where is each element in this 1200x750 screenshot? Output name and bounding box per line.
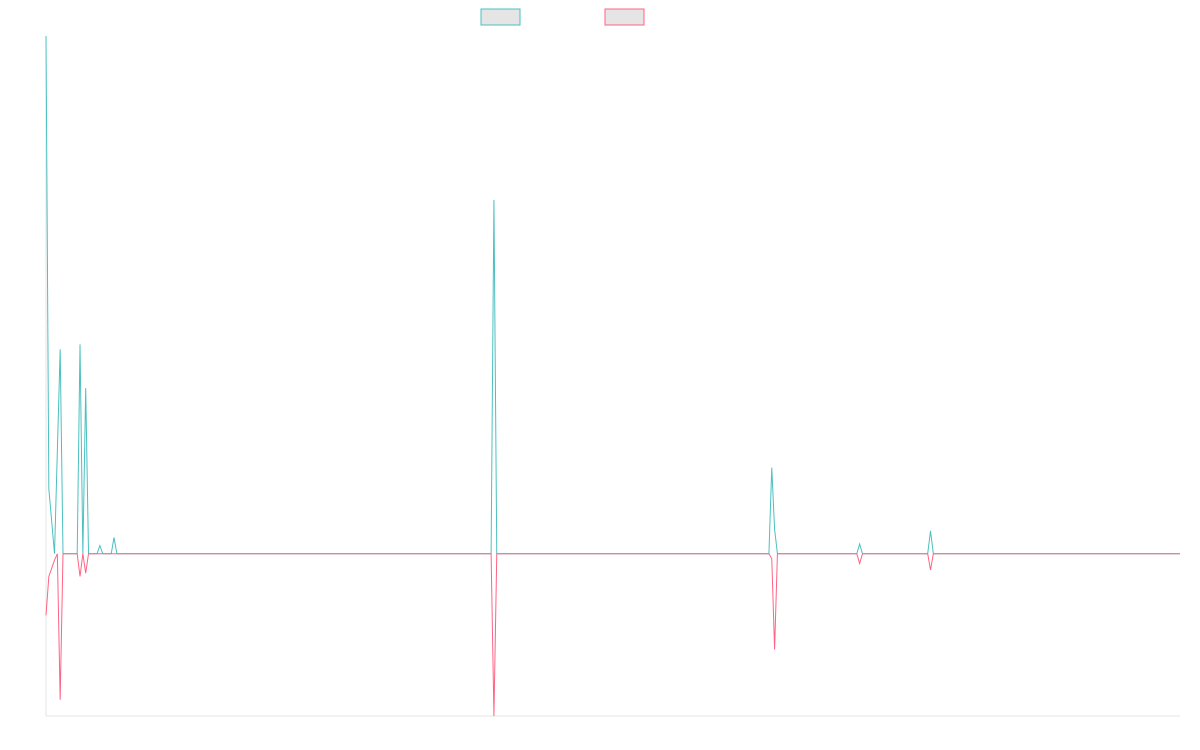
axes — [45, 36, 1180, 717]
legend-swatch-1[interactable] — [480, 8, 521, 26]
legend — [480, 8, 645, 26]
legend-item-1[interactable] — [480, 8, 521, 26]
legend-swatch-2[interactable] — [604, 8, 645, 26]
series-line-1 — [45, 35, 1180, 555]
legend-item-2[interactable] — [604, 8, 645, 26]
series-line-2 — [45, 553, 1180, 717]
series-lines — [45, 35, 1180, 717]
